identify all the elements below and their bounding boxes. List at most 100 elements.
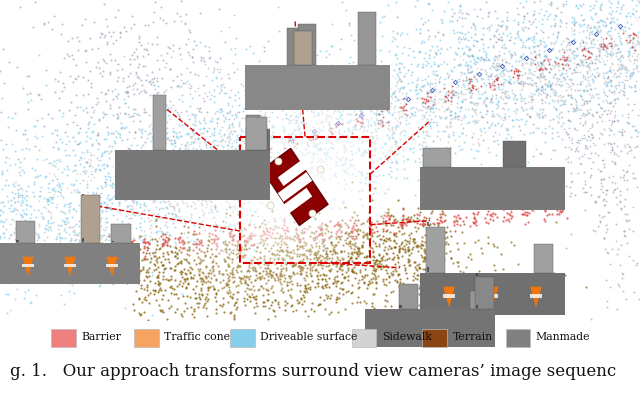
Point — [46, 220, 56, 226]
Point — [140, 235, 150, 241]
Point — [487, 113, 497, 119]
Point — [465, 58, 475, 64]
Point — [318, 238, 328, 244]
Point — [150, 249, 160, 255]
Point — [628, 175, 638, 182]
Point — [307, 159, 317, 165]
Point — [439, 85, 449, 92]
Point — [163, 237, 173, 243]
Point — [309, 186, 319, 192]
Point — [131, 201, 141, 208]
Point — [277, 163, 287, 169]
Point — [0, 265, 6, 272]
Point — [3, 263, 13, 269]
Point — [354, 86, 364, 92]
Point — [101, 136, 111, 142]
Point — [172, 82, 182, 88]
Point — [435, 88, 445, 95]
Point — [362, 231, 372, 237]
Point — [470, 109, 480, 115]
Point — [292, 270, 303, 276]
Point — [175, 182, 185, 188]
Point — [301, 146, 312, 152]
Point — [237, 169, 248, 175]
Point — [489, 64, 499, 70]
Point — [216, 271, 227, 277]
Point — [561, 35, 571, 42]
Point — [181, 41, 191, 47]
Point — [426, 210, 436, 216]
Point — [312, 250, 322, 256]
Point — [185, 103, 195, 109]
Point — [622, 119, 632, 125]
Point — [90, 208, 100, 214]
Point — [149, 151, 159, 158]
Point — [399, 107, 409, 113]
Point — [362, 169, 372, 176]
Point — [399, 237, 410, 243]
Point — [399, 174, 410, 181]
Point — [259, 158, 269, 164]
Point — [99, 200, 109, 206]
Point — [495, 70, 506, 76]
Point — [222, 127, 232, 133]
Point — [430, 160, 440, 166]
Point — [279, 141, 289, 148]
Point — [262, 169, 272, 175]
Point — [282, 282, 292, 288]
Point — [411, 266, 421, 272]
Point — [239, 105, 250, 112]
Point — [172, 250, 182, 256]
Point — [0, 68, 6, 74]
Point — [492, 53, 502, 59]
Point — [90, 212, 100, 218]
Point — [550, 81, 561, 87]
Point — [332, 256, 342, 262]
Point — [418, 266, 428, 272]
Point — [436, 218, 446, 224]
Point — [74, 157, 84, 163]
Point — [205, 54, 215, 60]
Point — [392, 42, 403, 49]
Point — [196, 164, 206, 170]
Point — [595, 49, 605, 55]
Point — [216, 157, 226, 163]
Point — [207, 194, 218, 200]
Point — [529, 33, 540, 39]
Point — [72, 246, 83, 252]
Point — [408, 259, 419, 265]
Point — [262, 156, 272, 163]
Point — [104, 29, 115, 35]
Point — [388, 34, 398, 40]
Point — [316, 156, 326, 163]
Point — [452, 221, 462, 228]
Point — [60, 301, 70, 307]
Point — [135, 200, 145, 207]
Point — [103, 170, 113, 176]
Point — [257, 183, 267, 189]
Point — [513, 33, 524, 40]
Point — [74, 223, 84, 230]
Point — [504, 211, 514, 217]
Point — [374, 111, 384, 117]
Point — [537, 21, 547, 27]
Point — [291, 120, 301, 127]
Point — [369, 305, 380, 311]
Point — [582, 127, 593, 134]
Point — [218, 154, 228, 160]
Point — [541, 92, 552, 98]
Point — [522, 74, 532, 80]
Point — [263, 277, 273, 283]
Point — [328, 125, 339, 132]
Point — [77, 149, 88, 155]
Point — [598, 46, 608, 53]
Point — [282, 171, 292, 177]
Point — [308, 62, 319, 69]
Point — [623, 25, 633, 31]
Point — [353, 114, 364, 120]
Point — [212, 66, 222, 72]
Point — [134, 235, 144, 241]
Point — [215, 162, 225, 169]
Point — [581, 63, 591, 70]
Point — [235, 263, 245, 269]
